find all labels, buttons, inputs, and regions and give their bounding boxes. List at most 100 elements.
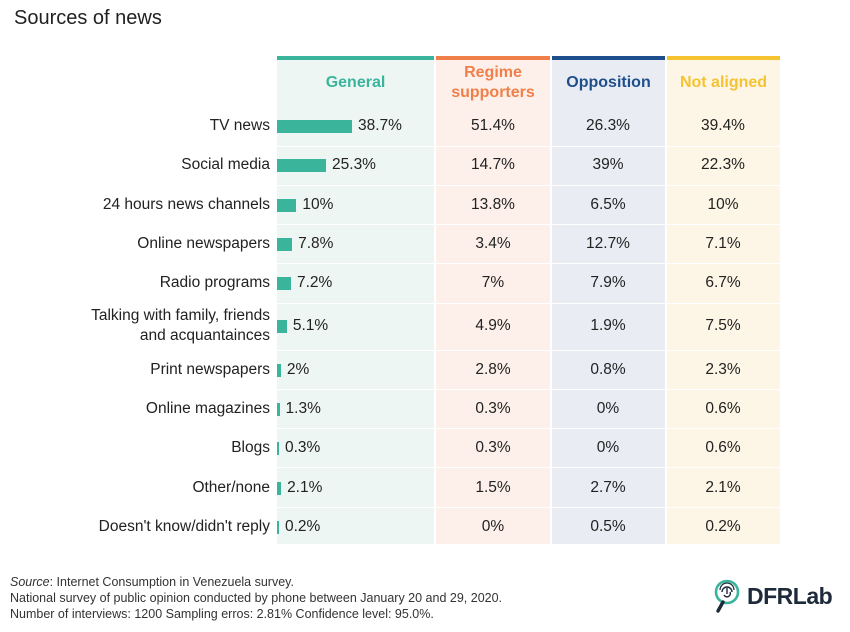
row-label-line: 24 hours news channels <box>102 196 270 213</box>
general-value: 10% <box>302 196 334 213</box>
opposition-value: 6.5% <box>590 196 626 213</box>
general-value: 1.3% <box>285 400 321 417</box>
row-label-line: Talking with family, friends <box>91 307 270 324</box>
row-label: TV news <box>210 116 270 136</box>
row-label: Print newspapers <box>150 360 270 380</box>
general-bar <box>277 363 281 377</box>
not-aligned-value: 6.7% <box>705 274 741 291</box>
opposition-value: 1.9% <box>590 317 626 334</box>
row-label-line: Print newspapers <box>150 361 270 378</box>
not-aligned-value: 0.6% <box>705 400 741 417</box>
row-label-line: and acquantainces <box>139 327 270 344</box>
regime-supporters-value: 1.5% <box>475 479 511 496</box>
row-separator <box>277 303 780 304</box>
footer-line2: National survey of public opinion conduc… <box>10 591 503 605</box>
not-aligned-value: 39.4% <box>701 117 745 134</box>
dfrlab-logo: DFRLab <box>713 576 833 616</box>
row-separator <box>277 224 780 225</box>
row-label: Other/none <box>192 478 270 498</box>
row-separator <box>277 467 780 468</box>
row-separator <box>277 389 780 390</box>
regime-column-bg <box>436 58 550 544</box>
row-label: Doesn't know/didn't reply <box>99 517 270 537</box>
opposition-value: 7.9% <box>590 274 626 291</box>
header-regime-line1: Regime <box>464 64 522 81</box>
row-separator <box>277 428 780 429</box>
regime-supporters-value: 13.8% <box>471 196 515 213</box>
header-not-aligned-label: Not aligned <box>679 74 768 91</box>
row-label-line: Online newspapers <box>137 235 270 252</box>
header-regime-line2: supporters <box>451 84 535 101</box>
row-label: Online magazines <box>146 399 270 419</box>
general-value: 0.3% <box>285 439 321 456</box>
row-label-line: Radio programs <box>159 274 270 291</box>
row-separator <box>277 507 780 508</box>
row-separator <box>277 263 780 264</box>
opposition-value: 0.5% <box>590 518 626 535</box>
general-column-bg <box>277 58 434 544</box>
opposition-value: 0% <box>596 439 620 456</box>
regime-supporters-value: 7% <box>481 274 505 291</box>
row-label: Talking with family, friends and acquanta… <box>91 306 270 346</box>
row-separator <box>277 185 780 186</box>
not-aligned-column-bg <box>667 58 780 544</box>
row-label: Online newspapers <box>137 234 270 254</box>
regime-supporters-value: 14.7% <box>471 156 515 173</box>
row-label: 24 hours news channels <box>103 195 270 215</box>
general-bar <box>277 402 280 416</box>
opposition-value: 12.7% <box>586 235 630 252</box>
general-column-topbar <box>277 56 434 60</box>
not-aligned-value: 22.3% <box>701 156 745 173</box>
row-label-line: TV news <box>209 117 270 134</box>
header-not-aligned: Not aligned <box>667 60 780 106</box>
opposition-value: 0% <box>596 400 620 417</box>
row-label: Radio programs <box>160 273 270 293</box>
footer-source-label: Source <box>10 575 50 589</box>
not-aligned-value: 2.1% <box>705 479 741 496</box>
row-label-line: Other/none <box>192 479 270 496</box>
general-value: 2.1% <box>287 479 323 496</box>
opposition-value: 26.3% <box>586 117 630 134</box>
not-aligned-value: 10% <box>707 196 739 213</box>
opposition-value: 2.7% <box>590 479 626 496</box>
opposition-value: 0.8% <box>590 361 626 378</box>
regime-supporters-value: 3.4% <box>475 235 511 252</box>
regime-supporters-value: 0% <box>481 518 505 535</box>
row-label-line: Blogs <box>231 439 270 456</box>
header-general: General <box>277 60 434 106</box>
footer-source-text: : Internet Consumption in Venezuela surv… <box>49 575 294 589</box>
not-aligned-value: 7.5% <box>705 317 741 334</box>
not-aligned-value: 0.2% <box>705 518 741 535</box>
row-separator <box>277 146 780 147</box>
not-aligned-value: 2.3% <box>705 361 741 378</box>
logo-text: DFRLab <box>747 582 833 609</box>
regime-supporters-value: 0.3% <box>475 400 511 417</box>
general-bar <box>277 319 287 333</box>
general-bar <box>277 119 352 133</box>
opposition-value: 39% <box>592 156 624 173</box>
general-bar <box>277 481 282 495</box>
general-bar <box>277 237 293 251</box>
general-value: 7.8% <box>298 235 334 252</box>
footer-line3: Number of interviews: 1200 Sampling erro… <box>10 607 434 621</box>
opposition-column-topbar <box>552 56 665 60</box>
regime-supporters-value: 51.4% <box>471 117 515 134</box>
general-bar <box>277 276 291 290</box>
general-bar <box>277 198 297 212</box>
footer-source: Source: Internet Consumption in Venezuel… <box>10 574 294 590</box>
general-bar <box>277 520 279 534</box>
regime-supporters-value: 0.3% <box>475 439 511 456</box>
row-label: Blogs <box>231 438 270 458</box>
header-general-label: General <box>325 74 386 91</box>
general-value: 2% <box>286 361 310 378</box>
regime-supporters-value: 2.8% <box>475 361 511 378</box>
header-opposition-label: Opposition <box>566 74 651 91</box>
row-label-line: Doesn't know/didn't reply <box>98 518 270 535</box>
general-value: 38.7% <box>358 117 402 134</box>
regime-supporters-value: 4.9% <box>475 317 511 334</box>
general-bar <box>277 158 327 172</box>
general-value: 5.1% <box>292 317 329 334</box>
general-value: 0.2% <box>285 518 321 535</box>
general-value: 25.3% <box>332 156 376 173</box>
not-aligned-value: 7.1% <box>705 235 741 252</box>
